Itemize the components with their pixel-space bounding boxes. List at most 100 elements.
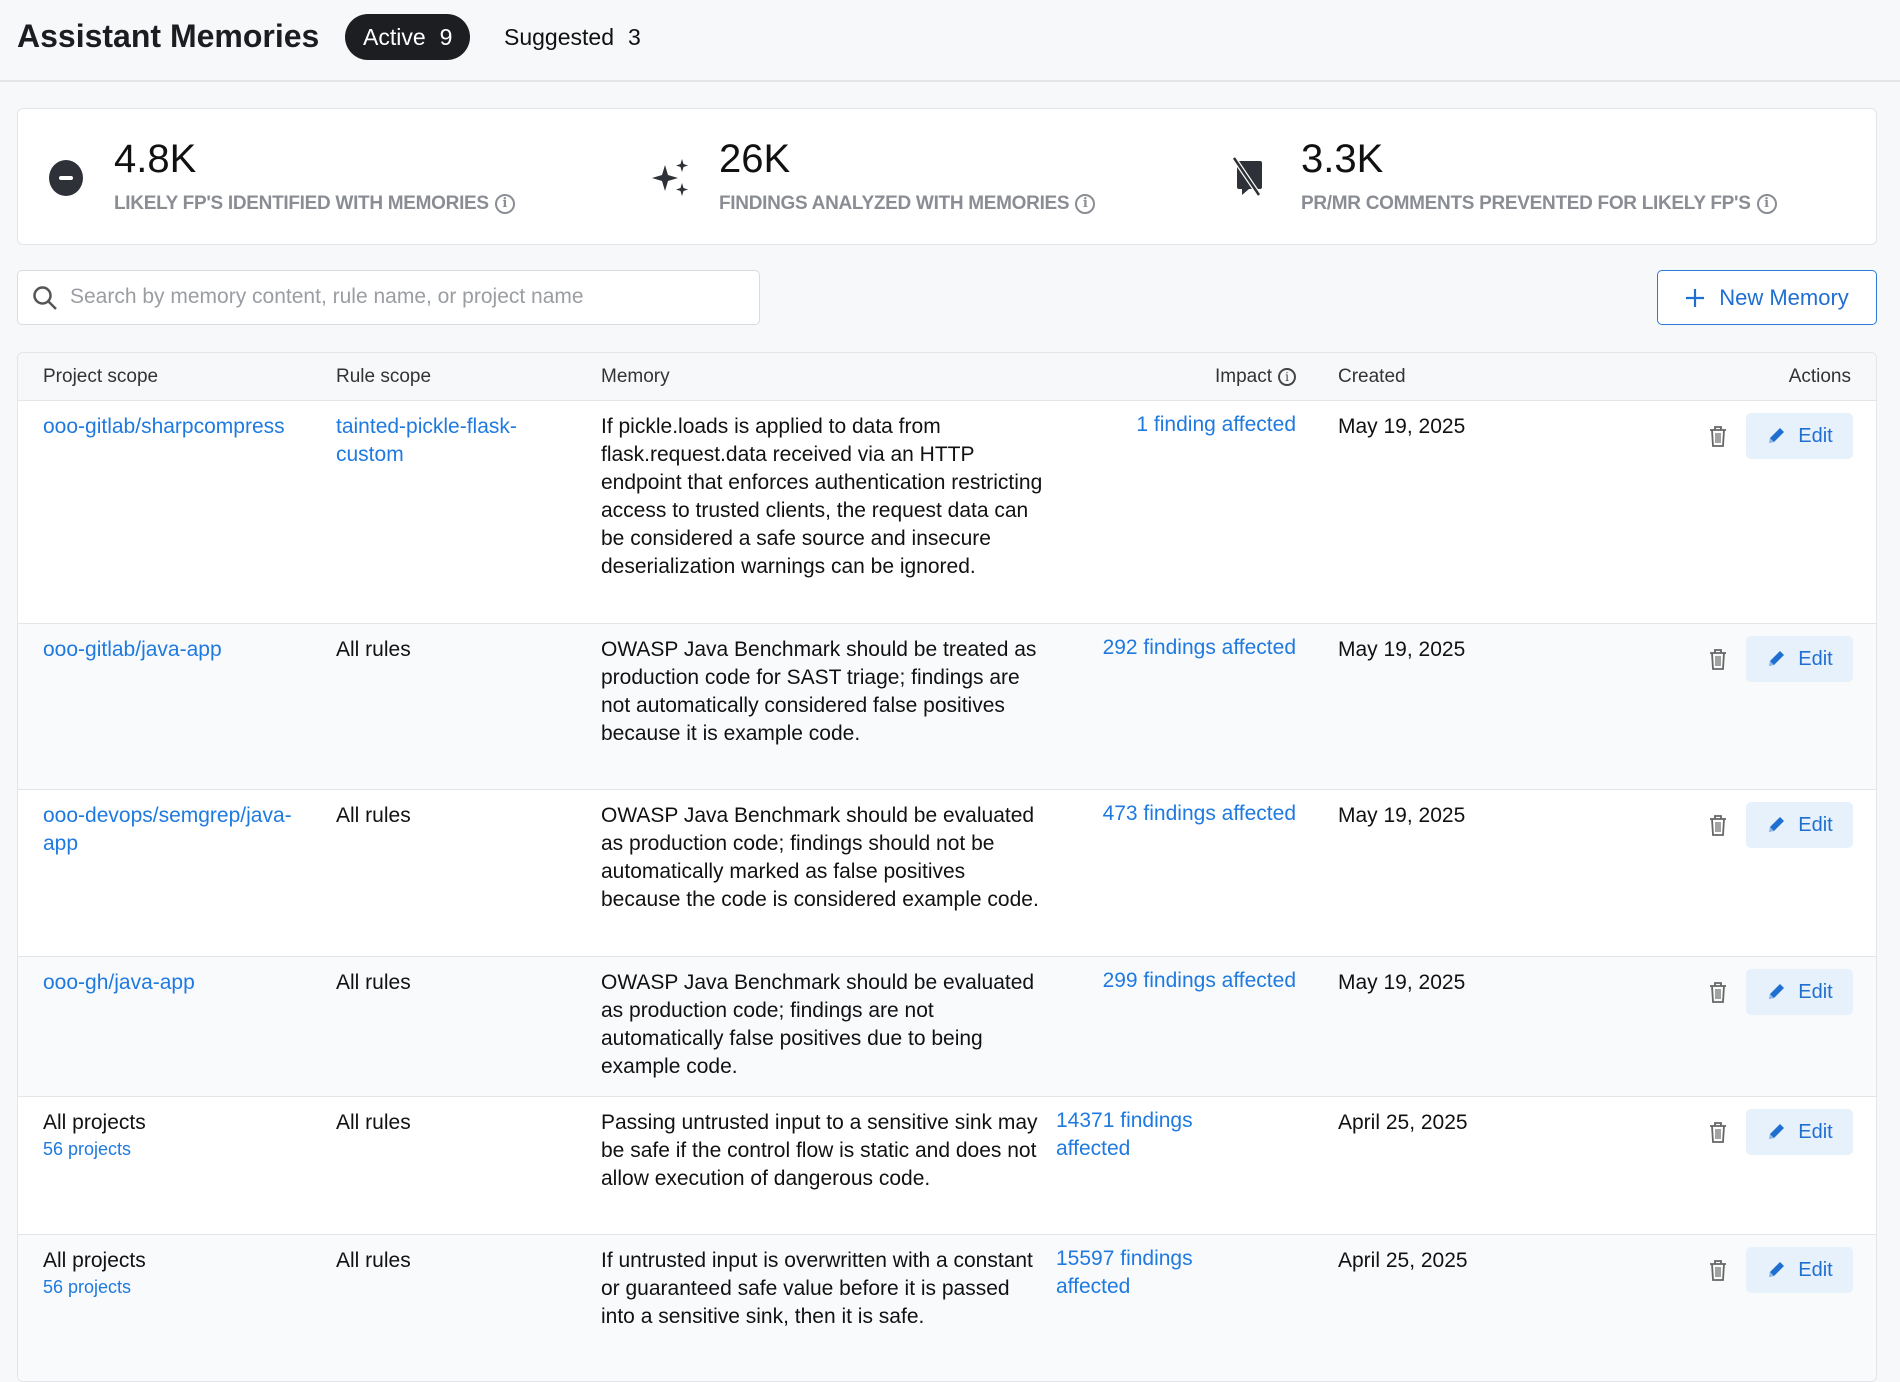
stats-card: 4.8K LIKELY FP'S IDENTIFIED WITH MEMORIE…: [17, 108, 1877, 245]
edit-button[interactable]: Edit: [1746, 413, 1853, 459]
table-row: All projects 56 projects All rules If un…: [18, 1235, 1876, 1381]
rule-scope: All rules: [336, 1249, 411, 1272]
tab-label: Active: [363, 24, 426, 50]
impact-link[interactable]: 473 findings affected: [1102, 802, 1296, 825]
project-scope: ooo-gitlab/java-app: [43, 636, 293, 664]
info-icon[interactable]: i: [494, 193, 515, 214]
edit-label: Edit: [1798, 1121, 1833, 1143]
plus-icon: [1686, 288, 1705, 307]
info-icon[interactable]: i: [1075, 193, 1096, 214]
edit-label: Edit: [1798, 648, 1833, 670]
pencil-icon: [1769, 817, 1785, 832]
project-count-link[interactable]: 56 projects: [43, 1139, 132, 1159]
edit-label: Edit: [1798, 425, 1833, 447]
comment-slash-icon: [1233, 157, 1262, 197]
edit-button[interactable]: Edit: [1746, 1247, 1853, 1293]
info-icon[interactable]: i: [1278, 367, 1296, 386]
trash-icon[interactable]: [1708, 648, 1728, 670]
edit-label: Edit: [1798, 814, 1833, 836]
memories-table: Project scope Rule scope Memory Impact i …: [17, 352, 1877, 1382]
impact-link[interactable]: 15597 findings affected: [1056, 1247, 1193, 1298]
impact-link[interactable]: 1 finding affected: [1136, 413, 1296, 436]
memory-text: OWASP Java Benchmark should be evaluated…: [601, 804, 1039, 911]
new-memory-button[interactable]: New Memory: [1657, 270, 1877, 325]
created-date: April 25, 2025: [1338, 1249, 1468, 1272]
pencil-icon: [1769, 1124, 1785, 1139]
edit-button[interactable]: Edit: [1746, 969, 1853, 1015]
col-memory: Memory: [601, 366, 670, 387]
minus-circle-icon: [49, 160, 83, 196]
tab-count: 3: [627, 24, 641, 50]
rule-scope: All rules: [336, 804, 411, 827]
rule-scope: All rules: [336, 638, 411, 661]
edit-button[interactable]: Edit: [1746, 802, 1853, 848]
trash-icon[interactable]: [1708, 1121, 1728, 1143]
created-date: April 25, 2025: [1338, 1111, 1468, 1134]
project-scope-link: All projects: [43, 1249, 146, 1272]
stat-label: PR/MR COMMENTS PREVENTED FOR LIKELY FP'S…: [1301, 193, 1777, 215]
table-row: ooo-gh/java-app All rules OWASP Java Ben…: [18, 957, 1876, 1097]
trash-icon[interactable]: [1708, 1259, 1728, 1281]
project-scope: ooo-gh/java-app: [43, 969, 293, 997]
project-scope-link[interactable]: ooo-devops/semgrep/java-app: [43, 804, 292, 855]
trash-icon[interactable]: [1708, 425, 1728, 447]
pencil-icon: [1769, 651, 1785, 666]
memory-text: OWASP Java Benchmark should be evaluated…: [601, 971, 1035, 1078]
project-scope: ooo-gitlab/sharpcompress: [43, 413, 293, 441]
project-scope: All projects 56 projects: [43, 1247, 293, 1299]
stat-value: 26K: [719, 137, 791, 181]
created-date: May 19, 2025: [1338, 415, 1466, 438]
sparkles-icon: [652, 159, 688, 196]
pencil-icon: [1769, 984, 1785, 999]
impact-link[interactable]: 292 findings affected: [1102, 636, 1296, 659]
table-header: Project scope Rule scope Memory Impact i …: [18, 353, 1876, 401]
impact-link[interactable]: 299 findings affected: [1102, 969, 1296, 992]
table-row: ooo-devops/semgrep/java-app All rules OW…: [18, 790, 1876, 957]
project-count-link[interactable]: 56 projects: [43, 1277, 132, 1297]
rule-scope: tainted-pickle-flask-custom: [336, 415, 517, 466]
pencil-icon: [1769, 1262, 1785, 1277]
project-scope-link[interactable]: ooo-gh/java-app: [43, 971, 195, 994]
trash-icon[interactable]: [1708, 814, 1728, 836]
stat-value: 3.3K: [1301, 137, 1384, 181]
tab-suggested[interactable]: Suggested 3: [504, 14, 641, 60]
col-impact: Impact i: [1215, 366, 1296, 388]
col-rule-scope: Rule scope: [336, 366, 432, 387]
search-icon: [33, 286, 57, 310]
memory-text: Passing untrusted input to a sensitive s…: [601, 1111, 1038, 1190]
search-box[interactable]: [17, 270, 760, 325]
memory-text: If untrusted input is overwritten with a…: [601, 1249, 1033, 1328]
project-scope-link[interactable]: ooo-gitlab/sharpcompress: [43, 415, 285, 438]
stat-value: 4.8K: [114, 137, 197, 181]
page-header: Assistant Memories Active 9 Suggested 3: [0, 0, 1900, 82]
edit-button[interactable]: Edit: [1746, 1109, 1853, 1155]
info-icon[interactable]: i: [1756, 193, 1777, 214]
col-created: Created: [1338, 366, 1406, 387]
project-scope: ooo-devops/semgrep/java-app: [43, 802, 293, 858]
created-date: May 19, 2025: [1338, 638, 1466, 661]
project-scope-link[interactable]: ooo-gitlab/java-app: [43, 638, 222, 661]
memory-text: OWASP Java Benchmark should be treated a…: [601, 638, 1037, 745]
col-project-scope: Project scope: [43, 366, 159, 387]
table-row: ooo-gitlab/java-app All rules OWASP Java…: [18, 624, 1876, 790]
edit-label: Edit: [1798, 981, 1833, 1003]
project-scope-link: All projects: [43, 1111, 146, 1134]
rule-scope: All rules: [336, 1111, 411, 1134]
pencil-icon: [1769, 428, 1785, 443]
stat-label: LIKELY FP'S IDENTIFIED WITH MEMORIES i: [114, 193, 515, 215]
table-row: ooo-gitlab/sharpcompress tainted-pickle-…: [18, 401, 1876, 624]
impact-link[interactable]: 14371 findings affected: [1056, 1109, 1193, 1160]
rule-scope: All rules: [336, 971, 411, 994]
stat-label: FINDINGS ANALYZED WITH MEMORIES i: [719, 193, 1096, 215]
tab-count: 9: [439, 24, 453, 50]
new-memory-label: New Memory: [1719, 284, 1849, 310]
table-row: All projects 56 projects All rules Passi…: [18, 1097, 1876, 1235]
search-input[interactable]: [70, 271, 750, 323]
edit-button[interactable]: Edit: [1746, 636, 1853, 682]
page-title: Assistant Memories: [17, 18, 320, 54]
tab-label: Suggested: [504, 24, 614, 50]
trash-icon[interactable]: [1708, 981, 1728, 1003]
tab-active[interactable]: Active 9: [345, 14, 471, 60]
created-date: May 19, 2025: [1338, 971, 1466, 994]
col-actions: Actions: [1788, 366, 1851, 387]
